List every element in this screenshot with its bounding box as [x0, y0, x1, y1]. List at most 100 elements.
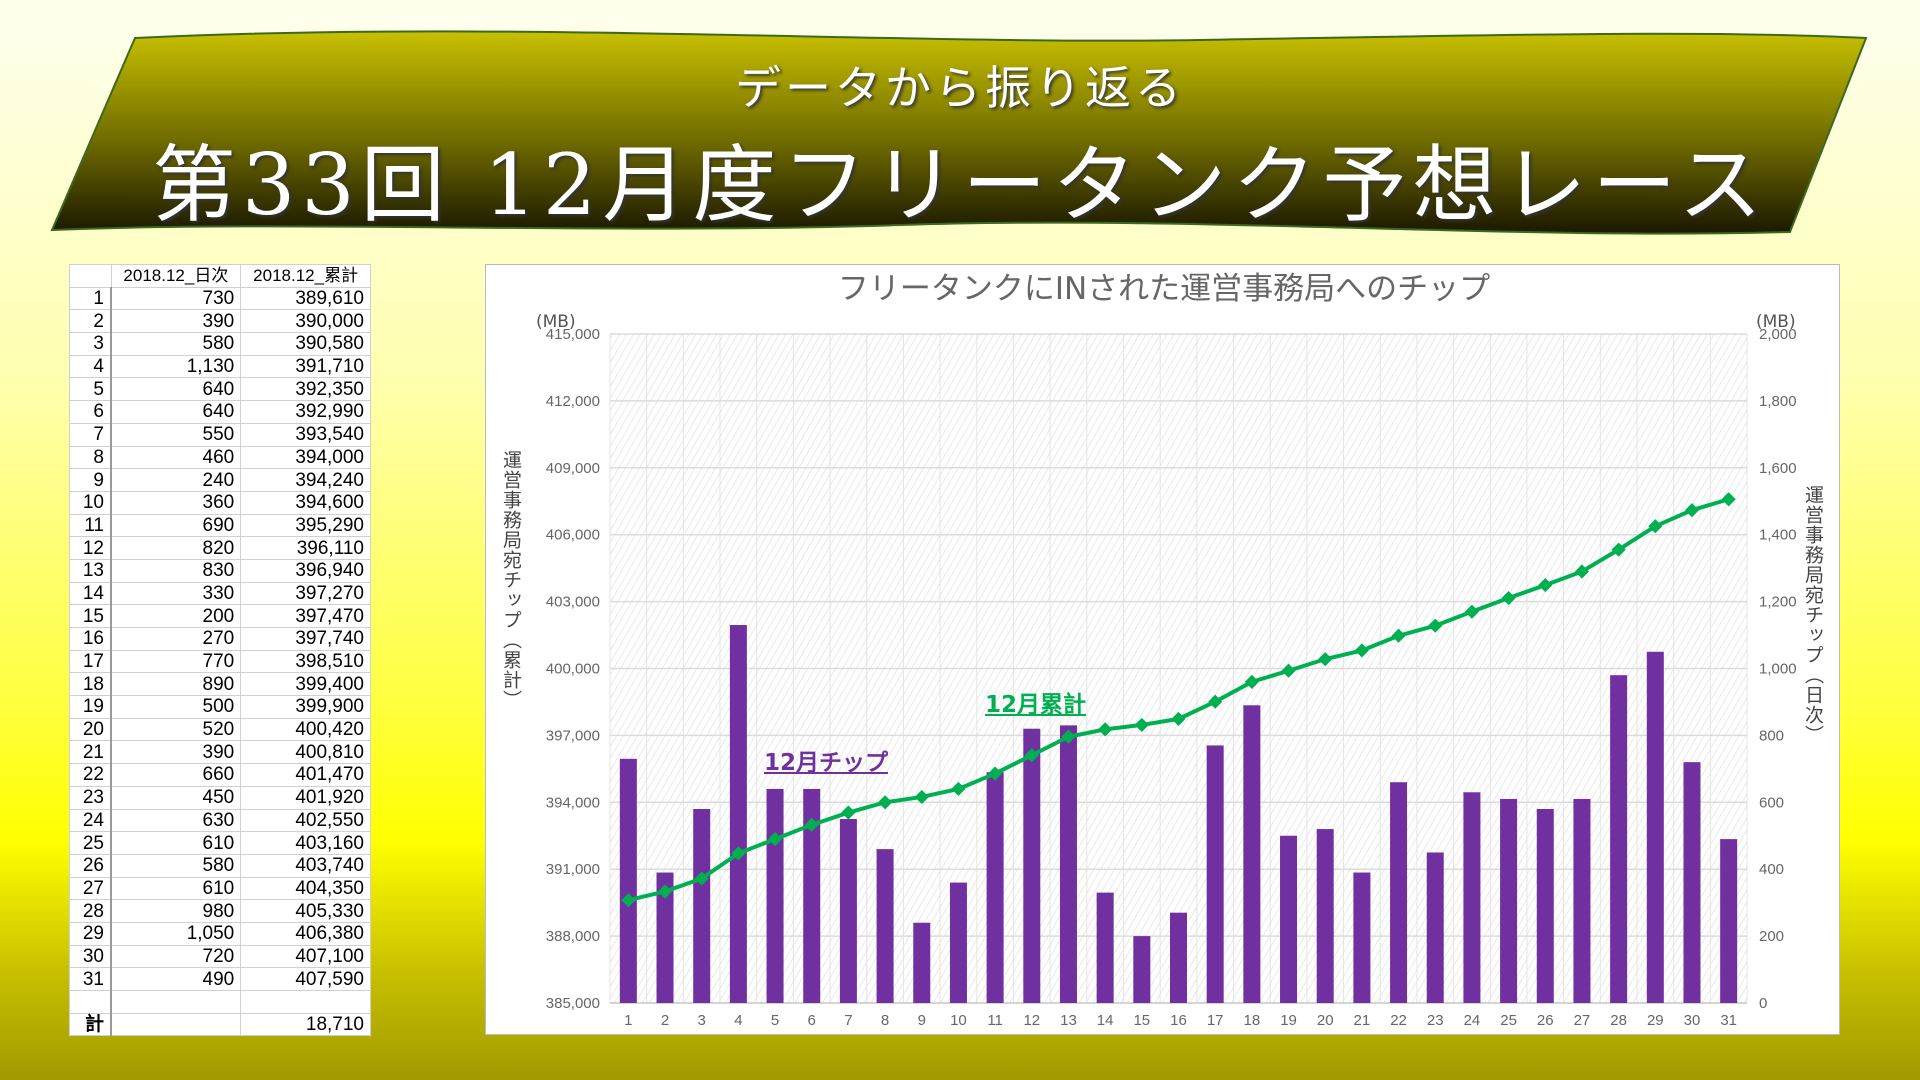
daily-value[interactable]: 460 — [110, 445, 242, 470]
daily-value[interactable]: 830 — [110, 558, 242, 583]
daily-value[interactable]: 640 — [110, 400, 242, 424]
cumulative-value[interactable]: 405,330 — [240, 899, 371, 923]
daily-value[interactable]: 660 — [110, 763, 242, 787]
daily-value[interactable]: 500 — [110, 695, 242, 719]
row-number[interactable]: 13 — [69, 558, 112, 583]
cumulative-value[interactable]: 392,350 — [240, 377, 371, 402]
row-number[interactable]: 7 — [69, 422, 112, 447]
row-number[interactable]: 16 — [69, 627, 112, 651]
row-number[interactable]: 12 — [69, 536, 112, 560]
row-number[interactable]: 10 — [69, 490, 112, 515]
row-number[interactable]: 27 — [69, 876, 112, 901]
cumulative-value[interactable]: 407,100 — [240, 944, 371, 969]
row-number[interactable]: 29 — [69, 921, 112, 946]
daily-value[interactable]: 1,050 — [110, 921, 242, 946]
blank-cell[interactable] — [240, 990, 371, 1014]
cumulative-value[interactable]: 394,000 — [240, 445, 371, 470]
row-number[interactable]: 1 — [69, 286, 112, 311]
daily-value[interactable]: 720 — [110, 944, 242, 969]
cumulative-value[interactable]: 407,590 — [240, 967, 371, 991]
cumulative-value[interactable]: 397,270 — [240, 581, 371, 606]
blank-cell[interactable] — [69, 990, 112, 1014]
daily-value[interactable]: 490 — [110, 967, 242, 991]
daily-value[interactable]: 630 — [110, 808, 242, 833]
cumulative-value[interactable]: 403,740 — [240, 853, 371, 878]
cumulative-value[interactable]: 390,580 — [240, 332, 371, 356]
daily-value[interactable]: 240 — [110, 468, 242, 492]
row-number[interactable]: 28 — [69, 899, 112, 923]
daily-value[interactable]: 360 — [110, 490, 242, 515]
daily-value[interactable]: 200 — [110, 604, 242, 628]
row-number[interactable]: 21 — [69, 740, 112, 765]
cumulative-value[interactable]: 404,350 — [240, 876, 371, 901]
row-number[interactable]: 26 — [69, 853, 112, 878]
daily-value[interactable]: 980 — [110, 899, 242, 923]
cumulative-value[interactable]: 403,160 — [240, 831, 371, 855]
row-number[interactable]: 11 — [69, 513, 112, 538]
row-number[interactable]: 9 — [69, 468, 112, 492]
row-number[interactable]: 22 — [69, 763, 112, 787]
daily-value[interactable]: 450 — [110, 785, 242, 810]
blank-cell[interactable] — [110, 990, 242, 1014]
cumulative-value[interactable]: 398,510 — [240, 649, 371, 674]
row-number[interactable]: 15 — [69, 604, 112, 628]
corner-cell[interactable] — [69, 264, 112, 288]
row-number[interactable]: 31 — [69, 967, 112, 991]
daily-value[interactable]: 730 — [110, 286, 242, 311]
row-number[interactable]: 14 — [69, 581, 112, 606]
daily-value[interactable]: 820 — [110, 536, 242, 560]
cumulative-value[interactable]: 400,810 — [240, 740, 371, 765]
cumulative-value[interactable]: 396,110 — [240, 536, 371, 560]
daily-value[interactable]: 640 — [110, 377, 242, 402]
daily-value[interactable]: 690 — [110, 513, 242, 538]
daily-value[interactable]: 390 — [110, 740, 242, 765]
row-number[interactable]: 24 — [69, 808, 112, 833]
cumulative-value[interactable]: 394,240 — [240, 468, 371, 492]
cumulative-value[interactable]: 391,710 — [240, 354, 371, 379]
daily-value[interactable]: 390 — [110, 309, 242, 334]
cumulative-value[interactable]: 389,610 — [240, 286, 371, 311]
daily-value[interactable]: 580 — [110, 853, 242, 878]
daily-value[interactable]: 770 — [110, 649, 242, 674]
cumulative-value[interactable]: 399,900 — [240, 695, 371, 719]
column-header-cumulative[interactable]: 2018.12_累計 — [240, 264, 371, 288]
total-label[interactable]: 計 — [69, 1012, 112, 1037]
row-number[interactable]: 3 — [69, 332, 112, 356]
row-number[interactable]: 17 — [69, 649, 112, 674]
row-number[interactable]: 30 — [69, 944, 112, 969]
cumulative-value[interactable]: 393,540 — [240, 422, 371, 447]
row-number[interactable]: 8 — [69, 445, 112, 470]
daily-value[interactable]: 610 — [110, 876, 242, 901]
column-header-daily[interactable]: 2018.12_日次 — [110, 264, 242, 288]
row-number[interactable]: 25 — [69, 831, 112, 855]
daily-value[interactable]: 330 — [110, 581, 242, 606]
daily-value[interactable]: 890 — [110, 672, 242, 697]
cumulative-value[interactable]: 401,470 — [240, 763, 371, 787]
daily-value[interactable]: 1,130 — [110, 354, 242, 379]
row-number[interactable]: 4 — [69, 354, 112, 379]
cumulative-value[interactable]: 406,380 — [240, 921, 371, 946]
cumulative-value[interactable]: 400,420 — [240, 717, 371, 742]
blank-cell[interactable] — [110, 1012, 242, 1037]
cumulative-value[interactable]: 397,740 — [240, 627, 371, 651]
row-number[interactable]: 5 — [69, 377, 112, 402]
daily-value[interactable]: 270 — [110, 627, 242, 651]
daily-value[interactable]: 580 — [110, 332, 242, 356]
cumulative-value[interactable]: 402,550 — [240, 808, 371, 833]
daily-value[interactable]: 610 — [110, 831, 242, 855]
cumulative-value[interactable]: 392,990 — [240, 400, 371, 424]
row-number[interactable]: 20 — [69, 717, 112, 742]
cumulative-value[interactable]: 395,290 — [240, 513, 371, 538]
cumulative-value[interactable]: 399,400 — [240, 672, 371, 697]
total-value[interactable]: 18,710 — [240, 1012, 371, 1037]
cumulative-value[interactable]: 397,470 — [240, 604, 371, 628]
row-number[interactable]: 18 — [69, 672, 112, 697]
cumulative-value[interactable]: 401,920 — [240, 785, 371, 810]
row-number[interactable]: 19 — [69, 695, 112, 719]
cumulative-value[interactable]: 390,000 — [240, 309, 371, 334]
daily-value[interactable]: 520 — [110, 717, 242, 742]
row-number[interactable]: 23 — [69, 785, 112, 810]
cumulative-value[interactable]: 396,940 — [240, 558, 371, 583]
cumulative-value[interactable]: 394,600 — [240, 490, 371, 515]
daily-value[interactable]: 550 — [110, 422, 242, 447]
